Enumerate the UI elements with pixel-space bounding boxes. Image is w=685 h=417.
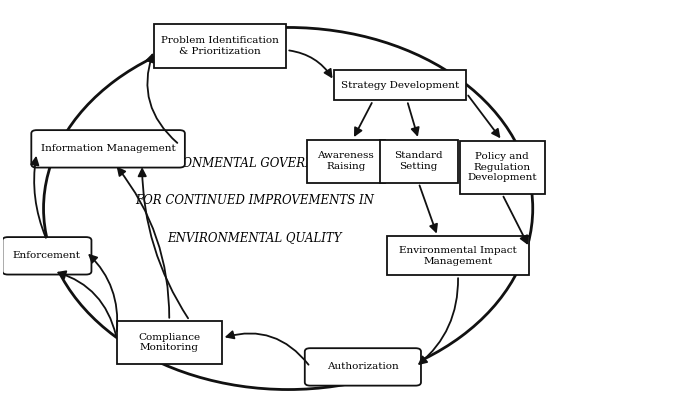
Text: FOR CONTINUED IMPROVEMENTS IN: FOR CONTINUED IMPROVEMENTS IN: [135, 194, 373, 207]
FancyBboxPatch shape: [154, 24, 286, 68]
FancyBboxPatch shape: [460, 141, 545, 194]
Text: Policy and
Regulation
Development: Policy and Regulation Development: [467, 153, 537, 182]
Text: Strategy Development: Strategy Development: [341, 80, 460, 90]
Text: Environmental Impact
Management: Environmental Impact Management: [399, 246, 517, 266]
Text: Problem Identification
& Prioritization: Problem Identification & Prioritization: [161, 36, 279, 56]
Text: THE ENVIRONMENTAL GOVERNANCE CYCLE: THE ENVIRONMENTAL GOVERNANCE CYCLE: [111, 157, 397, 170]
FancyBboxPatch shape: [334, 70, 466, 100]
Text: Compliance
Monitoring: Compliance Monitoring: [138, 332, 200, 352]
Text: Information Management: Information Management: [40, 144, 175, 153]
FancyBboxPatch shape: [379, 140, 458, 183]
FancyBboxPatch shape: [305, 348, 421, 386]
FancyBboxPatch shape: [32, 130, 185, 168]
FancyBboxPatch shape: [307, 140, 385, 183]
Text: Awareness
Raising: Awareness Raising: [318, 151, 374, 171]
FancyBboxPatch shape: [386, 236, 530, 275]
FancyBboxPatch shape: [3, 237, 91, 274]
Text: Authorization: Authorization: [327, 362, 399, 372]
FancyBboxPatch shape: [116, 321, 222, 364]
Text: Standard
Setting: Standard Setting: [395, 151, 443, 171]
Text: ENVIRONMENTAL QUALITY: ENVIRONMENTAL QUALITY: [167, 231, 341, 244]
Text: Enforcement: Enforcement: [13, 251, 81, 260]
